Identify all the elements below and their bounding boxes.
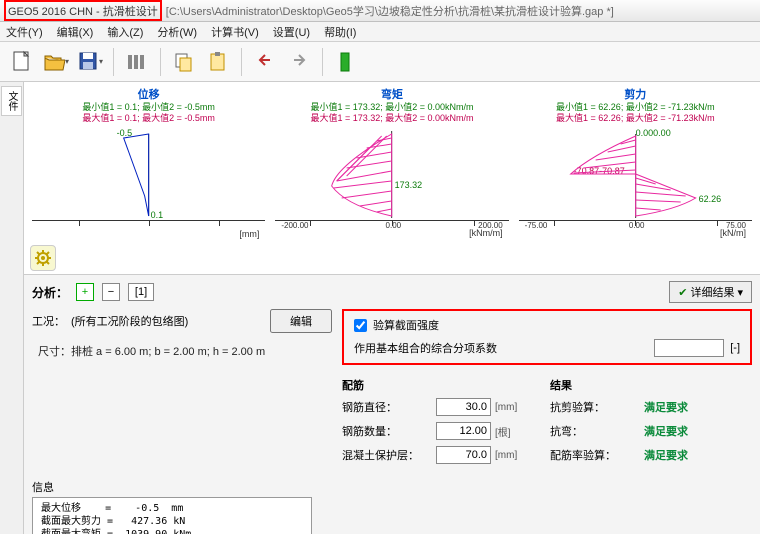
coef-input[interactable]: [654, 339, 724, 357]
chart3-plot: 0.000.00 -70.87-70.87 62.26: [519, 126, 752, 226]
sidebar: 文件: [0, 82, 24, 534]
chart3-sub2: 最大值1 = 62.26; 最大值2 = -71.23kN/m: [519, 113, 752, 124]
result-bend-label: 抗弯：: [550, 423, 640, 439]
tick: 0.00: [386, 221, 402, 230]
app-title-highlight: GEO5 2016 CHN - 抗滑桩设计: [4, 0, 162, 21]
edit-button[interactable]: 编辑: [270, 309, 332, 333]
menu-calc[interactable]: 计算书(V): [211, 24, 259, 40]
chart1-bot-label: 0.1: [151, 210, 164, 220]
rebar-dia-input[interactable]: [436, 398, 491, 416]
chart-shear: 剪力 最小值1 = 62.26; 最小值2 = -71.23kN/m 最大值1 …: [519, 86, 752, 242]
result-ratio-ok: 满足要求: [644, 447, 688, 463]
rebar-header: 配筋: [342, 377, 532, 393]
chart-displacement: 位移 最小值1 = 0.1; 最小值2 = -0.5mm 最大值1 = 0.1;…: [32, 86, 265, 242]
save-icon[interactable]: ▾: [76, 47, 104, 77]
detail-results-button[interactable]: ✔详细结果▾: [669, 281, 752, 303]
section-check-label: 验算截面强度: [373, 317, 439, 333]
stages-icon[interactable]: [123, 47, 151, 77]
chart2-sub2: 最大值1 = 173.32; 最大值2 = 0.00kNm/m: [275, 113, 508, 124]
title-bar: GEO5 2016 CHN - 抗滑桩设计 [C:\Users\Administ…: [0, 0, 760, 22]
analysis-1-button[interactable]: [1]: [128, 283, 154, 301]
file-path: [C:\Users\Administrator\Desktop\Geo5学习\边…: [166, 3, 614, 19]
info-group: 信息 最大位移 = -0.5 mm 截面最大剪力 = 427.36 kN 截面最…: [32, 479, 752, 534]
open-file-icon[interactable]: ▾: [42, 47, 70, 77]
chart1-unit: [mm]: [32, 229, 265, 239]
case-value: (所有工况阶段的包络图): [71, 313, 188, 329]
side-tab-file[interactable]: 文件: [1, 86, 22, 116]
chart2-title: 弯矩: [275, 86, 508, 102]
coef-unit: [-]: [730, 342, 740, 354]
chart1-title: 位移: [32, 86, 265, 102]
rebar-num-input[interactable]: [436, 422, 491, 440]
toolbar: ▾ ▾: [0, 42, 760, 82]
chart1-sub2: 最大值1 = 0.1; 最大值2 = -0.5mm: [32, 113, 265, 124]
remove-analysis-button[interactable]: −: [102, 283, 120, 301]
chart1-plot: -0.5 0.1: [32, 126, 265, 226]
run-icon[interactable]: [332, 47, 360, 77]
rebar-dia-label: 钢筋直径：: [342, 399, 432, 415]
menu-settings[interactable]: 设置(U): [273, 24, 310, 40]
section-check-group: 验算截面强度 作用基本组合的综合分项系数 [-]: [342, 309, 752, 365]
coef-label: 作用基本组合的综合分项系数: [354, 340, 497, 356]
paste-icon[interactable]: [204, 47, 232, 77]
menu-analysis[interactable]: 分析(W): [157, 24, 197, 40]
info-header: 信息: [32, 479, 752, 495]
rebar-group: 配筋 钢筋直径： [mm] 钢筋数量： [根] 混凝土保护层： [mm]: [342, 377, 532, 469]
chart3-top-label: 0.000.00: [635, 128, 670, 138]
chart2-left-label: 173.32: [395, 180, 423, 190]
analysis-label: 分析：: [32, 284, 68, 301]
section-check-checkbox[interactable]: [354, 319, 367, 332]
result-ratio-label: 配筋率验算：: [550, 447, 640, 463]
rebar-cover-input[interactable]: [436, 446, 491, 464]
menu-file[interactable]: 文件(Y): [6, 24, 43, 40]
case-label: 工况：: [32, 313, 65, 329]
tick: -200.00: [281, 221, 308, 230]
menu-input[interactable]: 输入(Z): [107, 24, 143, 40]
charts-area: 位移 最小值1 = 0.1; 最小值2 = -0.5mm 最大值1 = 0.1;…: [24, 82, 760, 242]
analysis-panel: 分析： + − [1] ✔详细结果▾ 工况： (所有工况阶段的包络图) 编辑 尺…: [24, 274, 760, 534]
copy-icon[interactable]: [170, 47, 198, 77]
unit: [根]: [495, 424, 511, 439]
add-analysis-button[interactable]: +: [76, 283, 94, 301]
rebar-cover-label: 混凝土保护层：: [342, 447, 432, 463]
menu-help[interactable]: 帮助(I): [324, 24, 356, 40]
results-header: 结果: [550, 377, 688, 393]
undo-icon[interactable]: [251, 47, 279, 77]
chart1-sub1: 最小值1 = 0.1; 最小值2 = -0.5mm: [32, 102, 265, 113]
chart-moment: 弯矩 最小值1 = 173.32; 最小值2 = 0.00kNm/m 最大值1 …: [275, 86, 508, 242]
result-shear-ok: 满足要求: [644, 399, 688, 415]
gear-icon[interactable]: [30, 245, 56, 271]
menu-bar: 文件(Y) 编辑(X) 输入(Z) 分析(W) 计算书(V) 设置(U) 帮助(…: [0, 22, 760, 42]
new-file-icon[interactable]: [8, 47, 36, 77]
rebar-num-label: 钢筋数量：: [342, 423, 432, 439]
chart2-plot: 173.32: [275, 126, 508, 226]
app-title: GEO5 2016 CHN - 抗滑桩设计: [8, 3, 158, 19]
unit: [mm]: [495, 402, 517, 413]
tick: -75.00: [525, 221, 548, 230]
chart1-top-label: -0.5: [117, 128, 133, 138]
result-shear-label: 抗剪验算：: [550, 399, 640, 415]
menu-edit[interactable]: 编辑(X): [57, 24, 94, 40]
chart3-sub1: 最小值1 = 62.26; 最小值2 = -71.23kN/m: [519, 102, 752, 113]
dimensions-text: 尺寸：排桩 a = 6.00 m; b = 2.00 m; h = 2.00 m: [32, 343, 332, 359]
results-group: 结果 抗剪验算：满足要求 抗弯：满足要求 配筋率验算：满足要求: [550, 377, 688, 469]
chart3-right-label: 62.26: [698, 194, 721, 204]
tick: 0.00: [629, 221, 645, 230]
info-box: 最大位移 = -0.5 mm 截面最大剪力 = 427.36 kN 截面最大弯矩…: [32, 497, 312, 534]
detail-label: 详细结果: [690, 284, 734, 300]
chart2-sub1: 最小值1 = 173.32; 最小值2 = 0.00kNm/m: [275, 102, 508, 113]
chart3-title: 剪力: [519, 86, 752, 102]
result-bend-ok: 满足要求: [644, 423, 688, 439]
redo-icon[interactable]: [285, 47, 313, 77]
unit: [mm]: [495, 450, 517, 461]
